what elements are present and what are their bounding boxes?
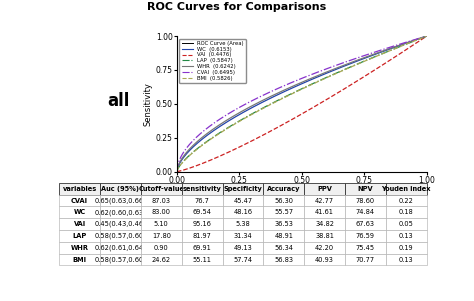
Y-axis label: Sensitivity: Sensitivity (144, 82, 153, 126)
Text: ROC Curves for Comparisons: ROC Curves for Comparisons (147, 2, 327, 11)
Legend: ROC Curve (Area), WC  (0.6153), VAI  (0.4476), LAP  (0.5847), WHR  (0.6242), CVA: ROC Curve (Area), WC (0.6153), VAI (0.44… (180, 39, 246, 83)
Text: all: all (107, 92, 129, 110)
